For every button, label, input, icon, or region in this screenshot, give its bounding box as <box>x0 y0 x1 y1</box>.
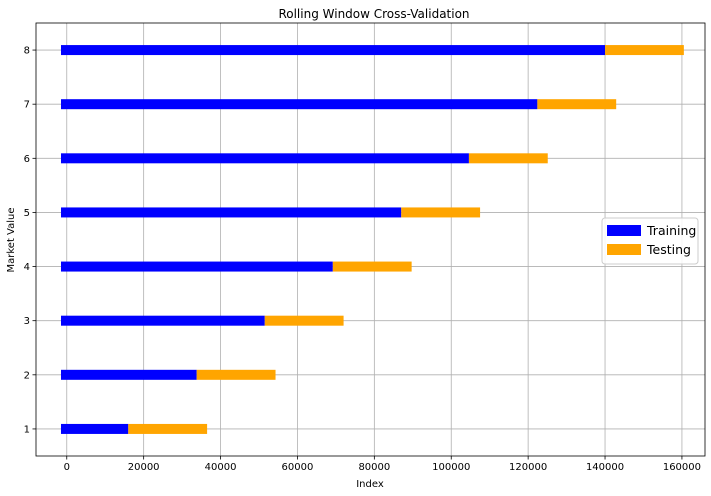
y-axis-title: Market Value <box>6 207 17 272</box>
y-tick-label: 7 <box>24 100 30 111</box>
x-tick-label: 40000 <box>205 462 237 473</box>
testing-bar <box>605 45 684 56</box>
y-tick-label: 2 <box>24 370 30 381</box>
testing-bar <box>264 315 344 326</box>
plot-frame <box>35 22 706 457</box>
chart-title: Rolling Window Cross-Validation <box>278 7 469 21</box>
training-bar <box>60 207 402 218</box>
legend-label-training: Training <box>646 223 696 238</box>
testing-bar <box>128 423 208 434</box>
training-bar <box>60 45 606 56</box>
training-bar <box>60 423 129 434</box>
legend: Training Testing <box>601 217 699 265</box>
x-tick-label: 120000 <box>509 462 547 473</box>
training-bar <box>60 153 469 164</box>
bars <box>60 45 684 434</box>
training-bar <box>60 369 197 380</box>
x-tick-label: 160000 <box>663 462 701 473</box>
y-tick-label: 3 <box>24 316 30 327</box>
testing-bar <box>468 153 548 164</box>
y-tick-label: 4 <box>24 262 30 273</box>
testing-bar <box>196 369 276 380</box>
training-bar <box>60 315 265 326</box>
testing-bar <box>401 207 481 218</box>
x-tick-label: 20000 <box>128 462 160 473</box>
testing-bar <box>537 99 617 110</box>
training-bar <box>60 261 333 272</box>
y-tick-label: 1 <box>24 424 30 435</box>
y-axis-ticks: 1 2 3 4 5 6 7 8 <box>24 46 36 435</box>
testing-bar <box>332 261 412 272</box>
y-tick-label: 6 <box>24 154 30 165</box>
x-tick-label: 60000 <box>282 462 314 473</box>
x-axis-ticks: 0 20000 40000 60000 80000 100000 120000 140000 1… <box>64 456 701 473</box>
y-tick-label: 8 <box>24 46 30 57</box>
training-bar <box>60 99 538 110</box>
x-tick-label: 140000 <box>586 462 624 473</box>
y-tick-label: 5 <box>24 208 30 219</box>
x-tick-label: 80000 <box>358 462 390 473</box>
x-axis-title: Index <box>356 479 384 490</box>
legend-swatch-training <box>607 225 641 236</box>
x-tick-label: 0 <box>64 462 70 473</box>
x-tick-label: 100000 <box>432 462 470 473</box>
legend-label-testing: Testing <box>646 242 691 257</box>
legend-swatch-testing <box>607 244 641 255</box>
